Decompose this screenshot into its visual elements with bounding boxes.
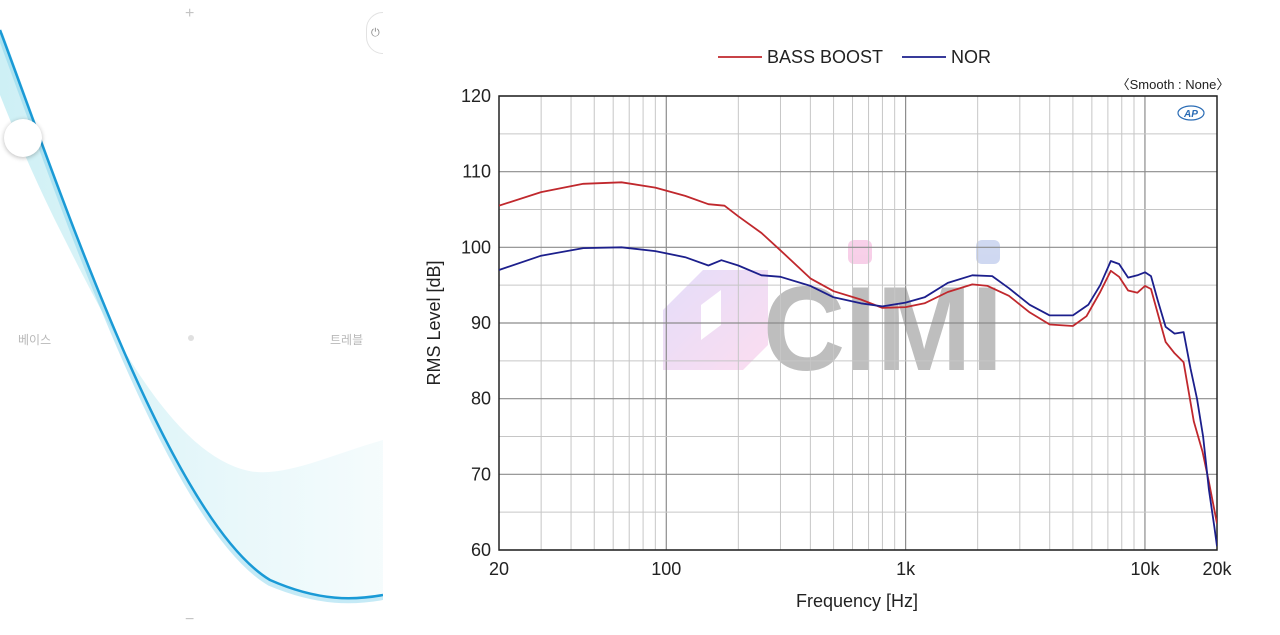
y-axis-ticks: 60 70 80 90 100 110 120	[461, 86, 491, 560]
legend: BASS BOOST NOR	[718, 47, 991, 67]
frequency-response-chart: CIMI 60 70 80 90 100 110 120 20 100 1k 10k 20k BAS…	[383, 0, 1280, 635]
eq-slider-knob[interactable]	[4, 119, 42, 157]
x-tick-label: 10k	[1130, 559, 1160, 579]
minus-icon[interactable]: −	[185, 611, 195, 628]
y-tick-label: 120	[461, 86, 491, 106]
eq-curve-fill	[0, 30, 383, 599]
y-tick-label: 70	[471, 464, 491, 484]
ap-logo: AP	[1177, 105, 1205, 121]
eq-panel: + − 베이스 트레블 ⏻	[0, 0, 383, 635]
y-tick-label: 60	[471, 540, 491, 560]
y-tick-label: 100	[461, 237, 491, 257]
x-tick-label: 1k	[896, 559, 916, 579]
series-line-nor	[499, 246, 1217, 547]
plus-icon[interactable]: +	[185, 5, 195, 22]
power-icon: ⏻	[371, 26, 380, 39]
legend-label: BASS BOOST	[767, 47, 883, 67]
chart-grid	[498, 95, 1218, 551]
y-tick-label: 110	[462, 162, 491, 182]
eq-curve-shadow	[0, 32, 383, 604]
plot-frame	[498, 95, 1218, 551]
bass-label: 베이스	[18, 333, 52, 347]
y-axis-label: RMS Level [dB]	[424, 260, 444, 385]
series-group	[499, 181, 1217, 547]
legend-label: NOR	[951, 47, 991, 67]
y-tick-label: 90	[471, 313, 491, 333]
center-dot	[188, 335, 194, 341]
series-line-bass-boost	[499, 181, 1217, 524]
x-axis-label: Frequency [Hz]	[796, 591, 918, 611]
y-tick-label: 80	[471, 389, 491, 409]
treble-label: 트레블	[330, 333, 364, 347]
ap-logo-text: AP	[1183, 109, 1198, 120]
eq-curve-line	[0, 29, 383, 600]
x-tick-label: 20	[489, 559, 509, 579]
smooth-annotation: 〈Smooth : None〉	[1117, 77, 1230, 92]
x-tick-label: 20k	[1202, 559, 1232, 579]
eq-curve-graphic	[0, 29, 383, 604]
x-tick-label: 100	[651, 559, 681, 579]
x-axis-ticks: 20 100 1k 10k 20k	[489, 559, 1233, 579]
